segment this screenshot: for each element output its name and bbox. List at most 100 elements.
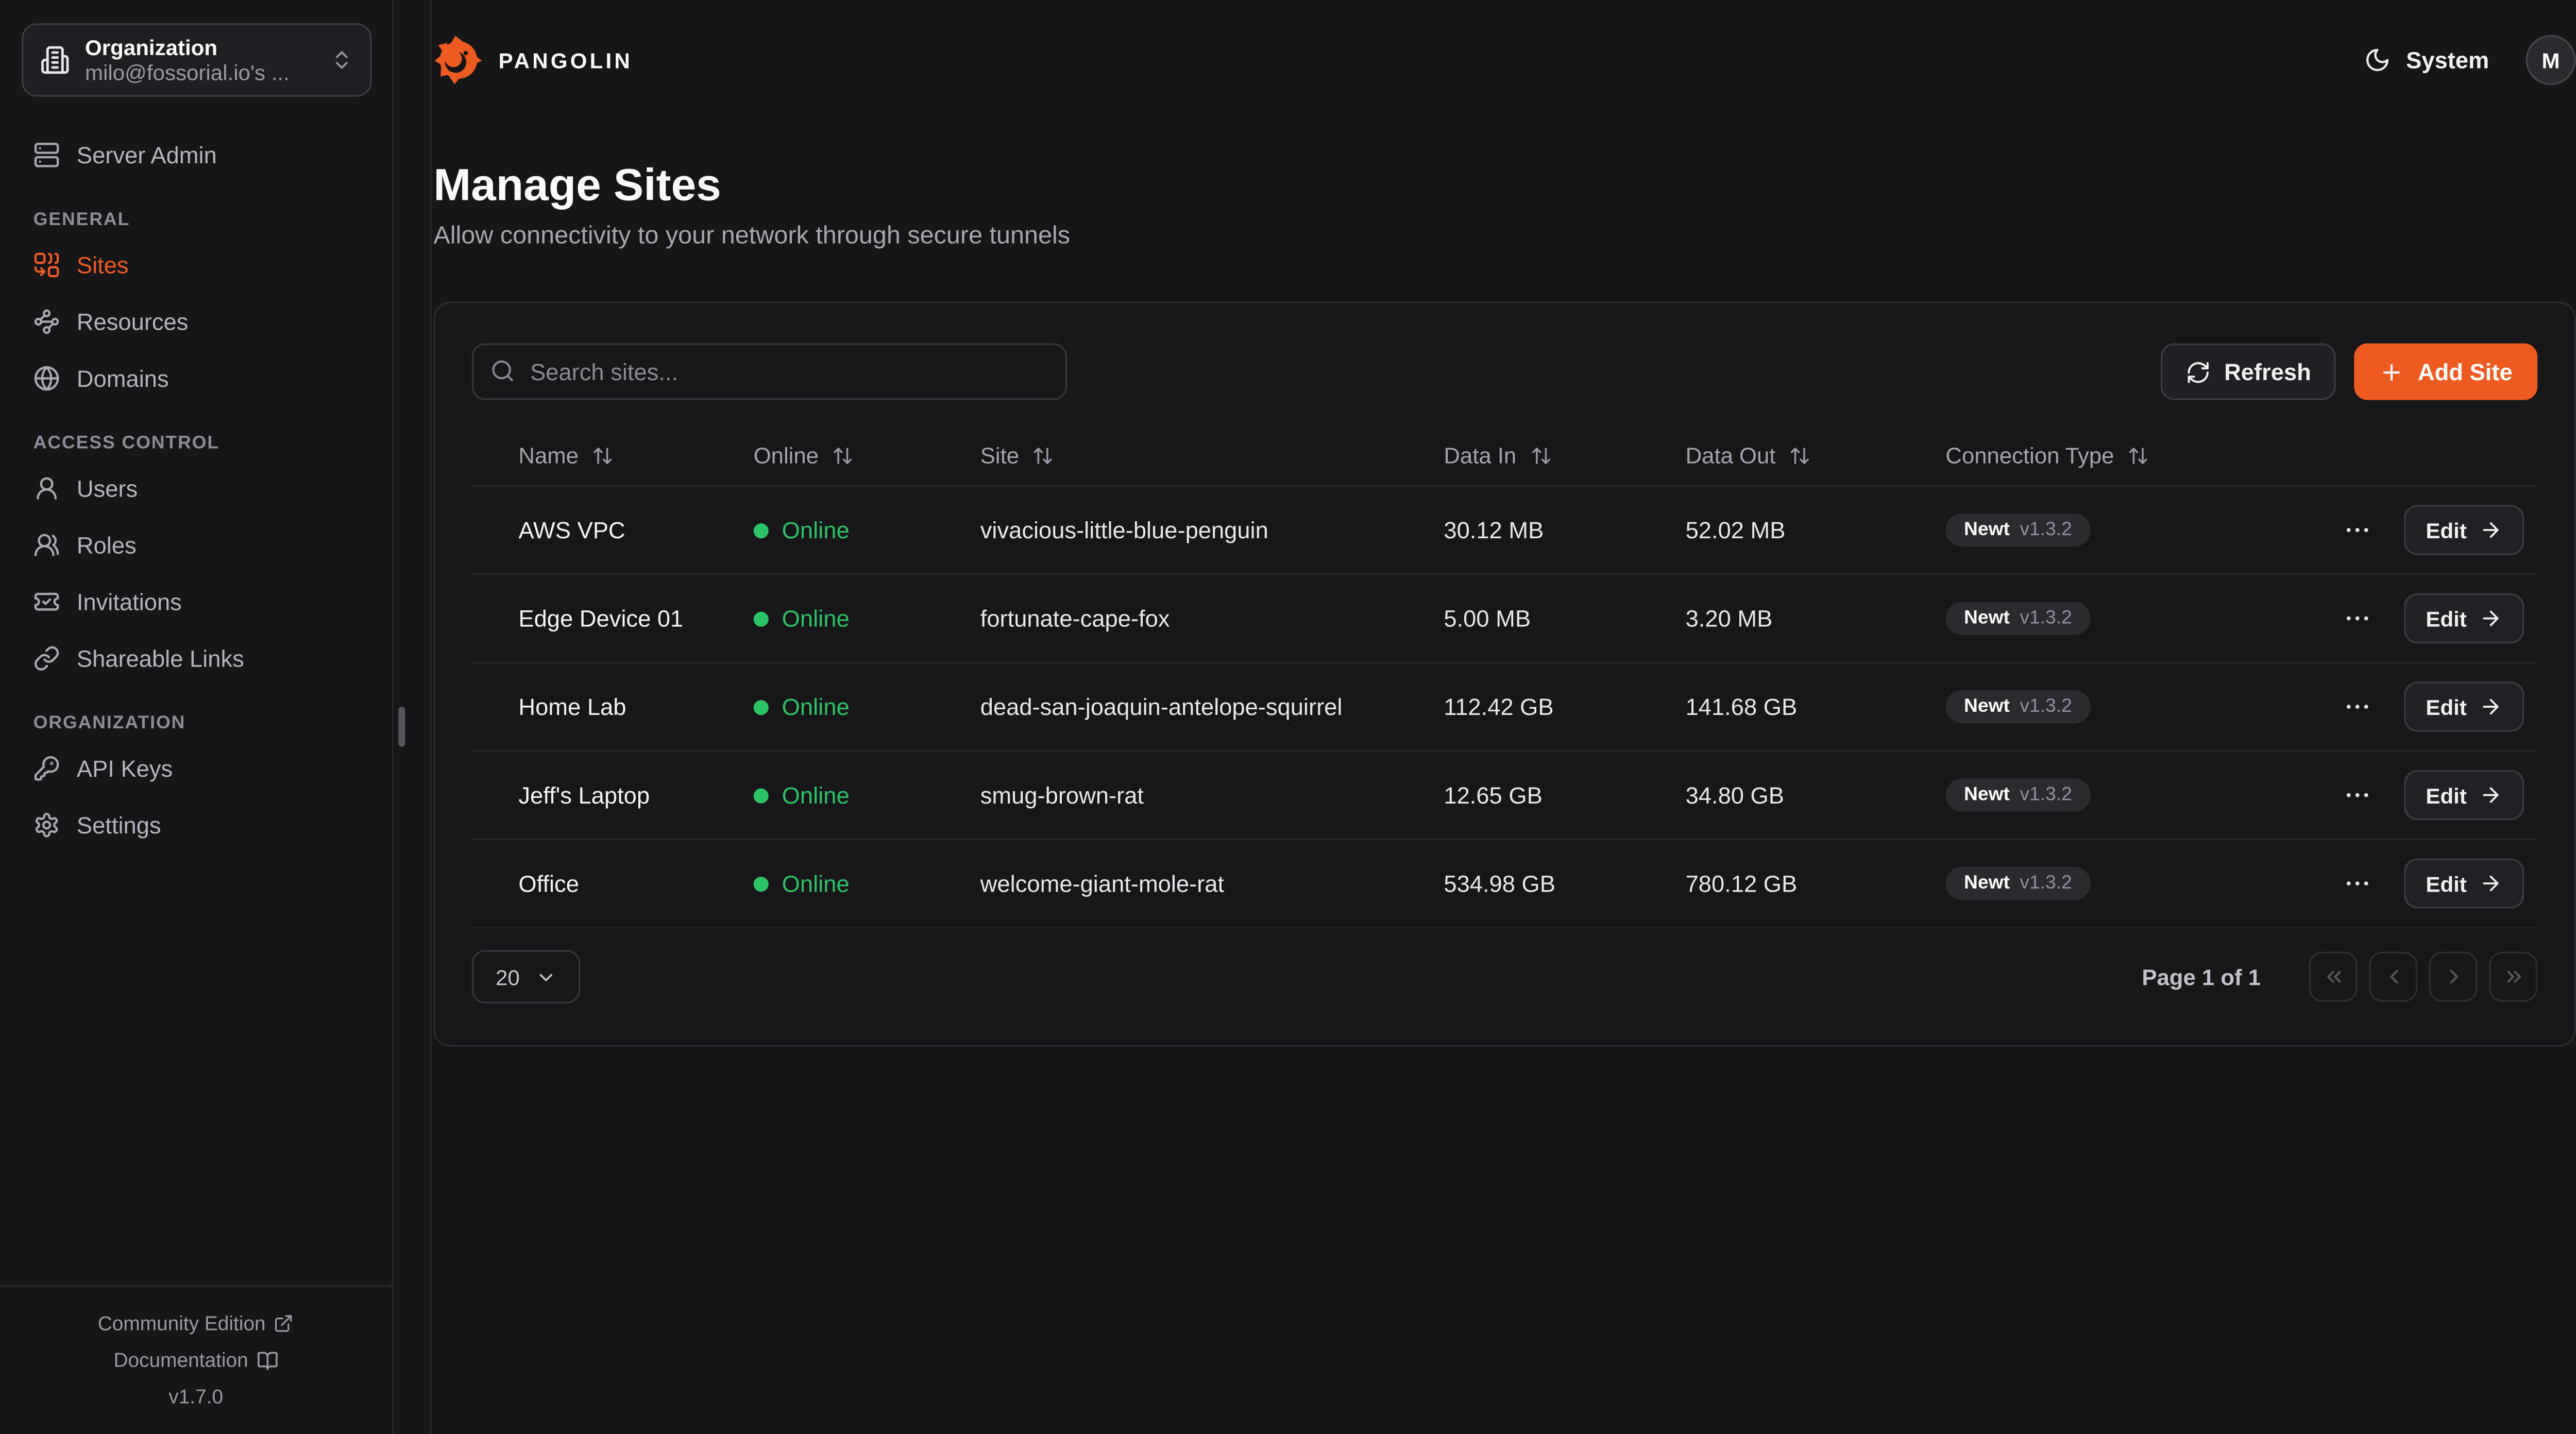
avatar[interactable]: M [2526,35,2576,86]
table-row: Home Lab Online dead-san-joaquin-antelop… [471,663,2538,752]
sort-icon [1530,445,1551,467]
sidebar-item-sites[interactable]: Sites [33,252,359,279]
search-icon [490,358,515,384]
row-menu-button[interactable] [2339,511,2376,548]
sidebar-item-settings[interactable]: Settings [33,812,359,839]
sidebar-item-users[interactable]: Users [33,475,359,502]
status-badge: Online [753,517,980,543]
site-slug: smug-brown-rat [980,781,1144,809]
column-header-data-out[interactable]: Data Out [1686,443,1946,468]
column-header-connection-type[interactable]: Connection Type [1945,443,2339,468]
connection-type-badge: Newt v1.3.2 [1945,778,2091,812]
data-in-value: 112.42 GB [1444,693,1554,720]
sidebar-item-roles[interactable]: Roles [33,532,359,558]
status-badge: Online [753,605,980,631]
sort-icon [1032,445,1054,467]
edit-button[interactable]: Edit [2404,681,2523,732]
combine-icon [33,252,60,279]
online-dot [753,610,769,626]
data-in-value: 12.65 GB [1444,781,1543,809]
edit-button[interactable]: Edit [2404,593,2523,644]
arrow-right-icon [2479,695,2502,718]
site-slug: dead-san-joaquin-antelope-squirrel [980,693,1343,720]
site-slug: vivacious-little-blue-penguin [980,517,1268,543]
sort-icon [832,445,854,467]
theme-label: System [2406,46,2489,74]
row-menu-button[interactable] [2339,777,2376,813]
table-header: Name Online Site Data In Data Out [471,426,2538,487]
plus-icon [2379,359,2404,384]
status-badge: Online [753,782,980,808]
sidebar-item-label: Shareable Links [76,645,244,672]
community-edition-link[interactable]: Community Edition [0,1305,392,1342]
row-menu-button[interactable] [2339,600,2376,637]
online-dot [753,876,769,891]
app-version: v1.7.0 [168,1385,224,1409]
documentation-link[interactable]: Documentation [0,1342,392,1378]
sidebar-item-label: Domains [76,365,169,392]
table-row: AWS VPC Online vivacious-little-blue-pen… [471,487,2538,575]
site-name: AWS VPC [518,517,625,543]
chevron-left-icon [2382,965,2405,988]
server-icon [33,142,60,168]
sidebar-item-invitations[interactable]: Invitations [33,588,359,615]
edit-button[interactable]: Edit [2404,858,2523,909]
sidebar-item-server-admin[interactable]: Server Admin [33,142,359,168]
building-icon [40,45,70,75]
ticket-check-icon [33,588,60,615]
column-header-online[interactable]: Online [754,443,980,468]
search-input[interactable] [471,343,1067,400]
page-subtitle: Allow connectivity to your network throu… [433,221,1071,250]
chevrons-left-icon [2321,965,2345,988]
last-page-button[interactable] [2489,951,2538,1002]
connection-type-badge: Newt v1.3.2 [1945,690,2091,724]
arrow-right-icon [2479,607,2502,630]
column-header-name[interactable]: Name [518,443,753,468]
row-menu-button[interactable] [2339,688,2376,725]
data-out-value: 141.68 GB [1685,693,1798,720]
edit-button[interactable]: Edit [2404,770,2523,821]
row-menu-button[interactable] [2339,865,2376,901]
sidebar-footer: Community Edition Documentation v1.7.0 [0,1285,392,1434]
org-switcher[interactable]: Organization milo@fossorial.io's ... [22,23,372,97]
page-size-select[interactable]: 20 [471,950,581,1004]
nav-section-general: GENERAL [33,210,130,230]
next-page-button[interactable] [2429,951,2478,1002]
main-content: PANGOLIN System M Manage Sites Allow con… [433,0,2576,1434]
sidebar-item-api-keys[interactable]: API Keys [33,755,359,782]
chevron-right-icon [2442,965,2465,988]
column-header-data-in[interactable]: Data In [1444,443,1685,468]
previous-page-button[interactable] [2369,951,2418,1002]
sidebar-item-resources[interactable]: Resources [33,309,359,335]
sidebar-item-label: Invitations [76,588,182,616]
site-slug: fortunate-cape-fox [980,605,1170,632]
org-switcher-label: Organization [85,34,218,59]
sidebar-resize-rail[interactable] [395,0,432,1434]
sidebar-item-label: Users [76,475,138,502]
ellipsis-icon [2343,780,2372,810]
arrow-right-icon [2479,783,2502,807]
sidebar-resize-handle[interactable] [398,707,405,747]
globe-icon [33,365,60,392]
site-name: Office [518,870,579,897]
org-switcher-value: milo@fossorial.io's ... [85,59,290,84]
column-header-site[interactable]: Site [980,443,1444,468]
table-row: Edge Device 01 Online fortunate-cape-fox… [471,575,2538,663]
edit-button[interactable]: Edit [2404,505,2523,555]
sort-icon [2127,445,2149,467]
refresh-button[interactable]: Refresh [2161,343,2336,400]
theme-toggle[interactable]: System [2364,46,2489,74]
online-dot [753,699,769,714]
sidebar-item-shareable-links[interactable]: Shareable Links [33,645,359,672]
connection-type-badge: Newt v1.3.2 [1945,866,2091,900]
first-page-button[interactable] [2309,951,2358,1002]
data-in-value: 534.98 GB [1444,870,1555,897]
book-open-icon [257,1350,278,1371]
data-out-value: 780.12 GB [1685,870,1798,897]
add-site-button[interactable]: Add Site [2354,343,2538,400]
table-row: Office Online welcome-giant-mole-rat 534… [471,840,2538,929]
pangolin-logo [433,35,483,85]
sidebar-item-domains[interactable]: Domains [33,365,359,392]
sidebar-item-label: Server Admin [76,142,217,168]
data-out-value: 34.80 GB [1685,781,1785,809]
